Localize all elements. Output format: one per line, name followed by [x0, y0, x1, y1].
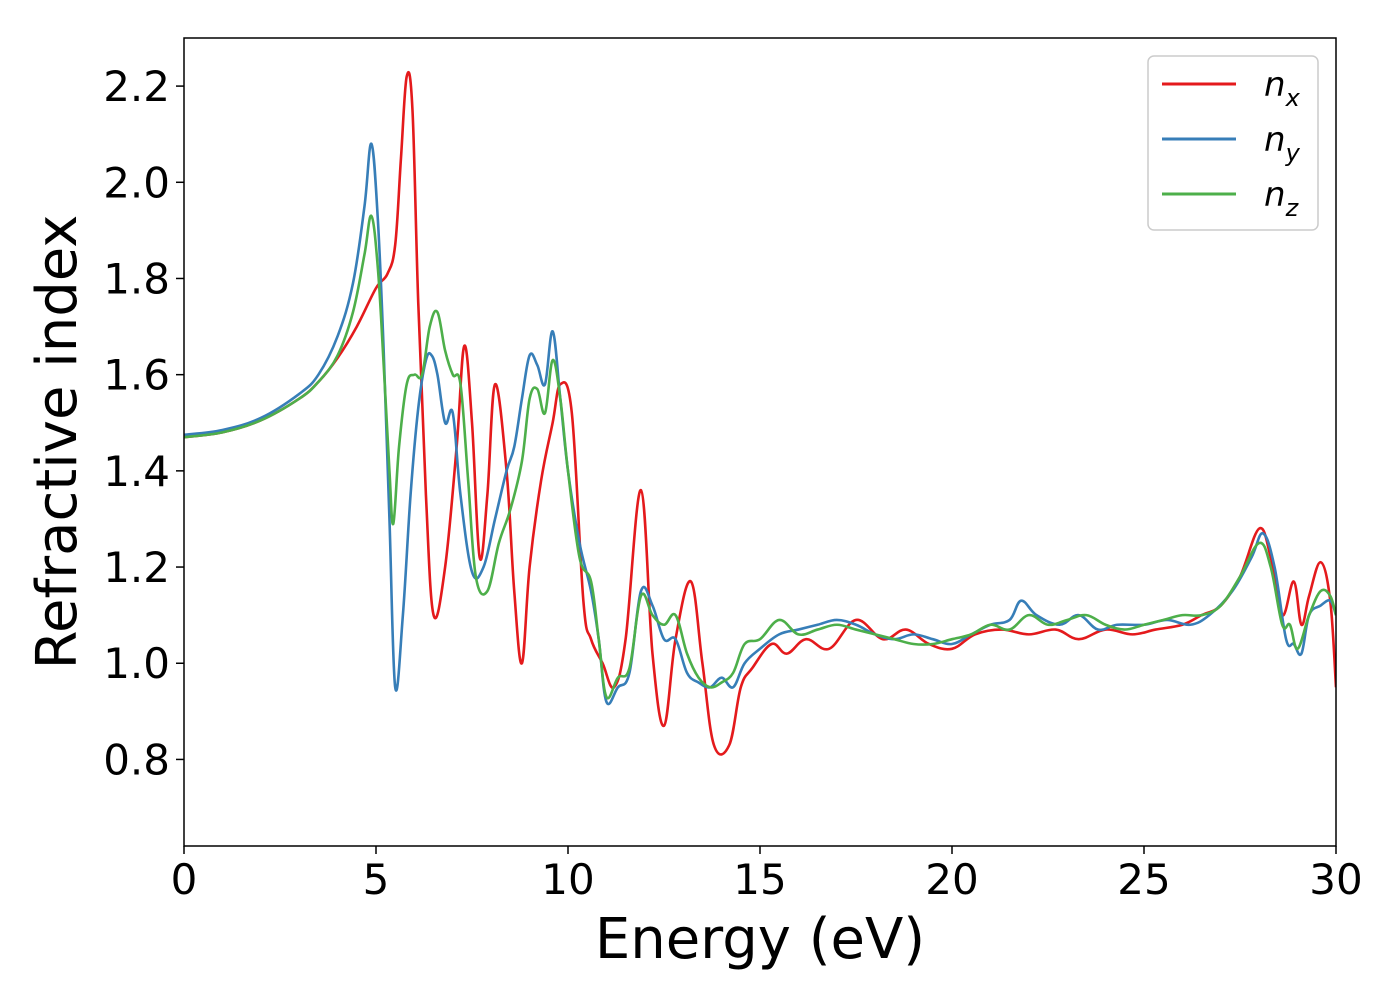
- x-tick-label: 5: [363, 855, 390, 904]
- y-tick-label: 1.8: [103, 254, 170, 303]
- legend: nx ny nz: [1147, 55, 1319, 231]
- x-tick-label: 0: [171, 855, 198, 904]
- y-tick-label: 1.2: [103, 543, 170, 592]
- y-tick-label: 1.0: [103, 639, 170, 688]
- series-line-x: [184, 71, 1336, 756]
- y-tick-label: 0.8: [103, 735, 170, 784]
- y-tick-label: 1.4: [103, 447, 170, 496]
- x-axis-title: Energy (eV): [595, 907, 925, 972]
- x-axis: 0 5 10 15 20 25 30: [171, 846, 1363, 904]
- legend-label-y: ny: [1264, 120, 1301, 167]
- series-layer: [184, 71, 1336, 756]
- y-tick-label: 2.2: [103, 62, 170, 111]
- y-tick-label: 1.6: [103, 351, 170, 400]
- x-tick-label: 25: [1117, 855, 1170, 904]
- y-axis-title: Refractive index: [25, 215, 90, 670]
- x-tick-label: 20: [925, 855, 978, 904]
- series-line-y: [184, 142, 1336, 706]
- legend-frame: [1147, 55, 1319, 231]
- legend-label-x: nx: [1264, 65, 1301, 112]
- x-tick-label: 30: [1309, 855, 1362, 904]
- x-tick-label: 15: [733, 855, 786, 904]
- legend-label-z: nz: [1264, 175, 1300, 222]
- y-axis: 0.8 1.0 1.2 1.4 1.6 1.8 2.0 2.2: [103, 62, 184, 784]
- x-tick-label: 10: [541, 855, 594, 904]
- series-line-z: [184, 214, 1336, 700]
- y-tick-label: 2.0: [103, 158, 170, 207]
